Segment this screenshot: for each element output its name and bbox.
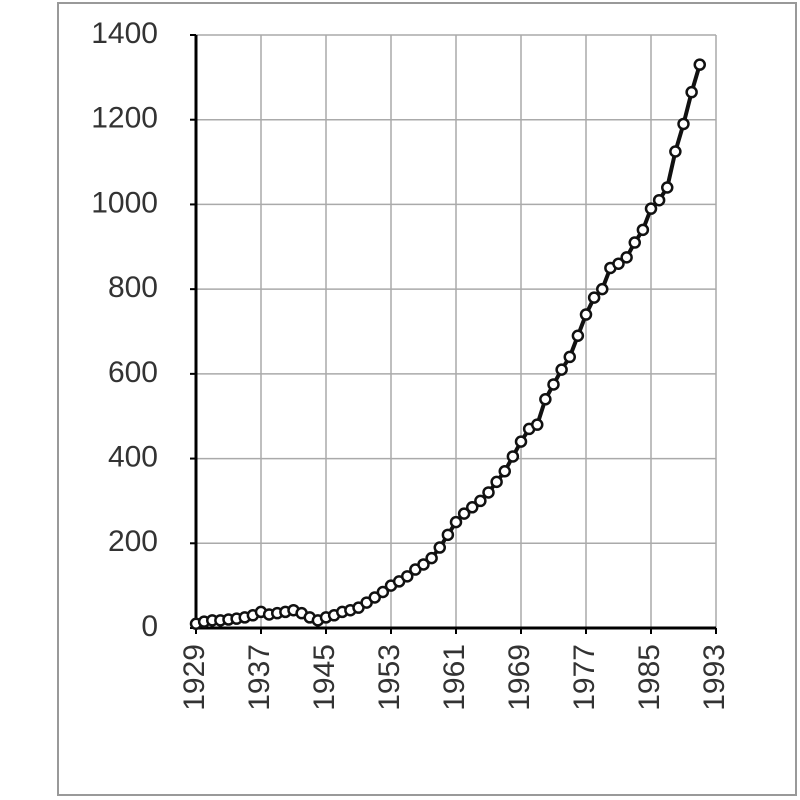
y-tick-label: 400 — [108, 440, 158, 473]
data-point — [661, 181, 674, 194]
y-tick-label: 0 — [141, 610, 158, 643]
data-point — [490, 475, 503, 489]
data-point — [433, 541, 446, 554]
data-point — [449, 515, 463, 529]
y-tick-label: 200 — [108, 525, 158, 558]
x-tick-label: 1945 — [308, 644, 341, 711]
data-point — [693, 58, 706, 71]
y-tick-label: 1400 — [91, 17, 158, 50]
data-point — [457, 507, 471, 520]
data-point — [579, 308, 593, 321]
data-point — [587, 291, 601, 304]
y-tick-label: 800 — [108, 271, 158, 304]
data-point — [547, 378, 560, 391]
x-tick-label: 1977 — [568, 644, 601, 711]
data-point — [401, 570, 414, 583]
x-tick-label: 1937 — [243, 644, 276, 711]
data-point — [555, 363, 568, 376]
data-point — [652, 193, 666, 207]
data-point — [506, 450, 520, 463]
data-point — [628, 236, 641, 249]
data-point — [466, 501, 479, 514]
data-point — [474, 494, 487, 508]
chart-frame — [57, 2, 797, 796]
data-point — [685, 85, 698, 99]
data-point — [539, 393, 552, 406]
x-tick-label: 1953 — [373, 644, 406, 711]
x-tick-label: 1969 — [503, 644, 536, 711]
data-point — [620, 251, 633, 264]
x-tick-label: 1985 — [633, 644, 666, 711]
data-point — [376, 585, 390, 599]
x-tick-label: 1929 — [178, 644, 211, 711]
data-point — [563, 350, 576, 364]
data-point — [636, 223, 650, 237]
data-point — [514, 435, 528, 448]
data-point — [417, 558, 430, 571]
x-tick-label: 1993 — [698, 644, 731, 711]
data-point — [596, 282, 609, 296]
data-point — [498, 465, 511, 478]
data-point — [677, 117, 690, 131]
data-point — [669, 145, 682, 158]
data-point — [571, 329, 585, 342]
data-point — [368, 591, 381, 604]
data-point — [531, 418, 544, 431]
data-point — [441, 528, 455, 542]
y-tick-label: 1200 — [91, 102, 158, 135]
data-point — [644, 202, 658, 215]
y-tick-label: 1000 — [91, 186, 158, 219]
y-tick-label: 600 — [108, 356, 158, 389]
x-tick-label: 1961 — [438, 644, 471, 711]
data-point — [612, 257, 625, 270]
data-point — [425, 551, 438, 565]
data-point — [482, 486, 495, 499]
